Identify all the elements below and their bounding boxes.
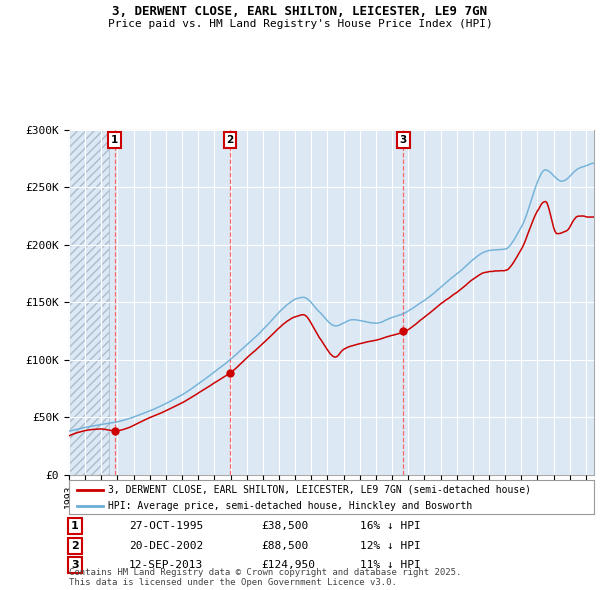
- Bar: [69, 130, 109, 475]
- Text: 3, DERWENT CLOSE, EARL SHILTON, LEICESTER, LE9 7GN (semi-detached house): 3, DERWENT CLOSE, EARL SHILTON, LEICESTE…: [109, 485, 532, 495]
- Text: 16% ↓ HPI: 16% ↓ HPI: [360, 522, 421, 531]
- Text: £38,500: £38,500: [261, 522, 308, 531]
- Text: 3: 3: [71, 560, 79, 570]
- Text: Price paid vs. HM Land Registry's House Price Index (HPI): Price paid vs. HM Land Registry's House …: [107, 19, 493, 29]
- Text: 27-OCT-1995: 27-OCT-1995: [129, 522, 203, 531]
- Text: 12-SEP-2013: 12-SEP-2013: [129, 560, 203, 570]
- Text: 1: 1: [71, 522, 79, 531]
- Text: 2: 2: [226, 135, 233, 145]
- Text: £124,950: £124,950: [261, 560, 315, 570]
- Text: 1: 1: [111, 135, 118, 145]
- Text: 3: 3: [400, 135, 407, 145]
- Text: HPI: Average price, semi-detached house, Hinckley and Bosworth: HPI: Average price, semi-detached house,…: [109, 501, 473, 511]
- Text: 11% ↓ HPI: 11% ↓ HPI: [360, 560, 421, 570]
- Text: Contains HM Land Registry data © Crown copyright and database right 2025.
This d: Contains HM Land Registry data © Crown c…: [69, 568, 461, 587]
- Text: 3, DERWENT CLOSE, EARL SHILTON, LEICESTER, LE9 7GN: 3, DERWENT CLOSE, EARL SHILTON, LEICESTE…: [113, 5, 487, 18]
- Text: £88,500: £88,500: [261, 541, 308, 550]
- Text: 12% ↓ HPI: 12% ↓ HPI: [360, 541, 421, 550]
- Text: 2: 2: [71, 541, 79, 550]
- Text: 20-DEC-2002: 20-DEC-2002: [129, 541, 203, 550]
- Bar: [69, 130, 109, 475]
